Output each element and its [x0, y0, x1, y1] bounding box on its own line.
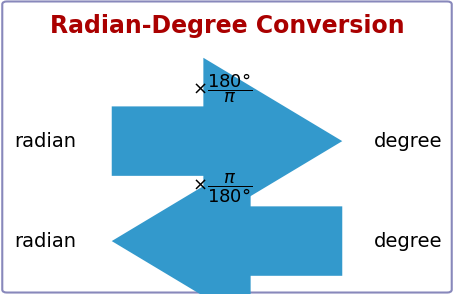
Text: radian: radian	[15, 232, 76, 250]
Text: degree: degree	[375, 132, 443, 151]
Text: $\times\dfrac{180°}{\pi}$: $\times\dfrac{180°}{\pi}$	[192, 71, 253, 105]
Text: Radian-Degree Conversion: Radian-Degree Conversion	[49, 14, 405, 39]
Text: radian: radian	[15, 132, 76, 151]
Text: $\times\dfrac{\pi}{180°}$: $\times\dfrac{\pi}{180°}$	[192, 171, 253, 205]
Text: degree: degree	[375, 232, 443, 250]
